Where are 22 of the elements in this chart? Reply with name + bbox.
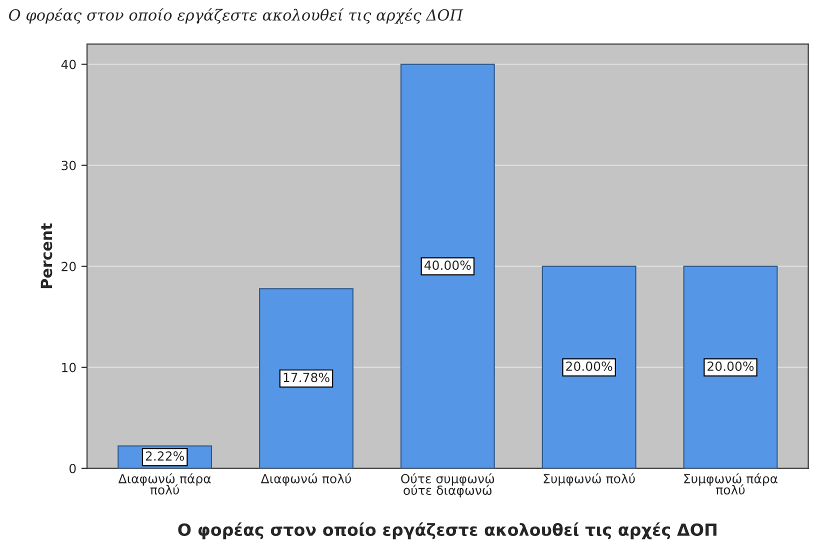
y-tick-label: 0 [70,464,76,474]
y-tick-label: 30 [62,160,76,170]
x-tick-label: Ούτε συμφωνώ ούτε διαφωνώ [401,473,494,498]
x-tick-label: Διαφωνώ πολύ [260,473,351,486]
chart-title: Ο φορέας στον οποίο εργάζεστε ακολουθεί τις αρχές ΔΟΠ [9,8,464,24]
x-tick-label: Συμφωνώ πολύ [544,473,635,486]
data-label: 2.22% [146,451,184,461]
x-tick-label: Διαφωνώ πάρα πολύ [118,473,211,495]
x-axis-title: Ο φορέας στον οποίο εργάζεστε ακολουθεί τις αρχές ΔΟΠ [178,522,716,540]
bar [683,266,778,468]
data-label: 20.00% [566,362,612,371]
bar [400,64,495,468]
y-axis-title: Percent [40,223,52,288]
y-tick-label: 40 [61,60,76,70]
bar [542,266,636,468]
data-label: 40.00% [424,260,471,270]
data-label: 17.78% [284,372,330,382]
y-tick-label: 20 [62,262,76,272]
bar [259,288,354,468]
x-tick-label: Συμφωνώ πάρα πολύ [684,473,778,495]
data-label: 20.00% [708,362,754,371]
y-tick-label: 10 [62,362,76,372]
